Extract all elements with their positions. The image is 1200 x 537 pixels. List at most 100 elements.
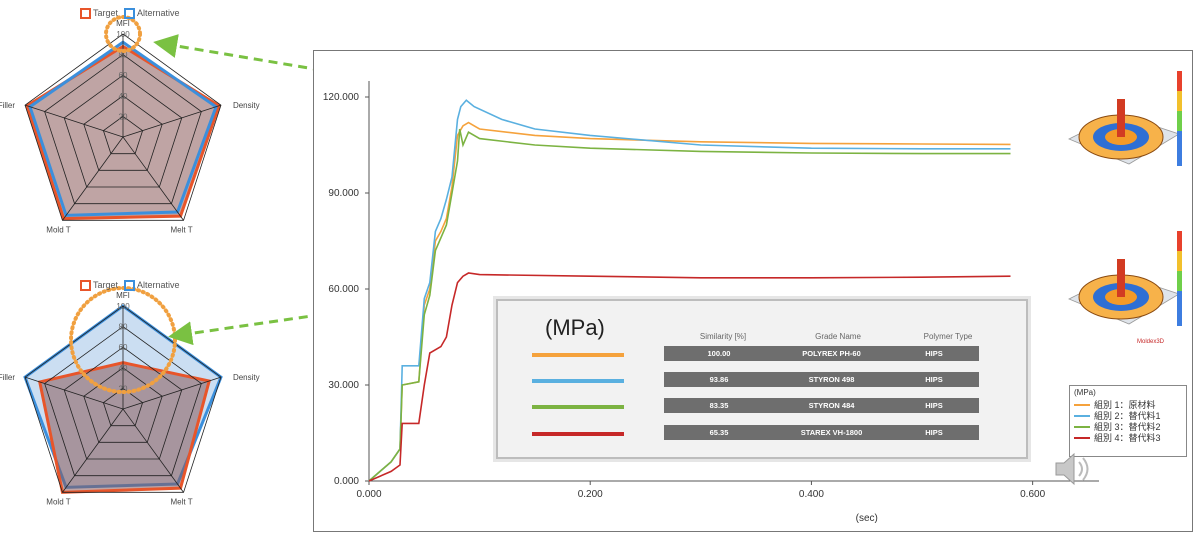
x-tick-label: 0.000 (356, 489, 381, 500)
similarity-cell: 100.00 (664, 346, 774, 361)
grid-spoke (122, 104, 222, 138)
grade-cell: STYRON 484 (774, 398, 889, 413)
axis-label: Density (233, 101, 260, 110)
legend-item: 組別 1：原材料 (1074, 399, 1182, 410)
row-color-line (532, 432, 624, 436)
ring-label: 80 (119, 323, 128, 332)
series-line (368, 272, 1011, 482)
simulation-image-bottom: Moldex3D (1068, 231, 1182, 345)
stress-chart-panel: 0.000 30.000 60.000 90.000 120.000 0.000 0.200… (313, 50, 1193, 532)
target-swatch-icon (80, 280, 91, 292)
grid-ring (44, 54, 202, 205)
grid-spoke (122, 136, 184, 221)
x-tick-label: 0.400 (799, 489, 824, 500)
grid-spoke (122, 376, 222, 410)
ring-label: 80 (119, 51, 128, 60)
y-tick-label: 30.000 (328, 380, 359, 391)
grid-spoke (62, 408, 124, 493)
legend-item: 組別 2：替代料1 (1074, 410, 1182, 421)
ring-label: 20 (119, 112, 128, 121)
line-swatch-icon (1074, 414, 1090, 417)
ring-label: 60 (119, 343, 128, 352)
speaker-icon[interactable] (1052, 450, 1094, 488)
legend-item: 組別 4：替代料3 (1074, 432, 1182, 443)
radar-chart-top: Target Alternative 20 40 60 80 100 MFI Density… (0, 0, 290, 260)
grid-ring (102, 115, 144, 155)
line-swatch-icon (1074, 436, 1090, 439)
mfi-callout-circle (104, 15, 142, 53)
target-swatch-icon (80, 8, 91, 20)
legend-target: Target (80, 280, 118, 292)
grid-ring (63, 74, 183, 188)
axis-label: Mold T (46, 225, 70, 234)
grade-cell: STAREX VH-1800 (774, 425, 889, 440)
y-tick-label: 0.000 (334, 476, 359, 487)
similarity-cell: 83.35 (664, 398, 774, 413)
grid-ring (102, 387, 144, 427)
grade-cell: STYRON 498 (774, 372, 889, 387)
header-similarity: Similarity [%] (699, 332, 747, 341)
alternative-swatch-icon (124, 8, 136, 20)
axis-label: MFI (116, 19, 130, 28)
legend-alternative: Alternative (124, 280, 180, 292)
polymer-cell: HIPS (889, 398, 979, 413)
axis-label: Melt T (171, 497, 193, 506)
polymer-cell: HIPS (889, 425, 979, 440)
stress-line-chart: 0.000 30.000 60.000 90.000 120.000 0.000 0.200… (323, 81, 1099, 524)
y-tick-label: 60.000 (328, 284, 359, 295)
polymer-cell: HIPS (889, 372, 979, 387)
ring-label: 40 (119, 364, 128, 373)
grade-cell: POLYREX PH-60 (774, 346, 889, 361)
legend-title: (MPa) (1074, 388, 1096, 397)
radar-legend: Target Alternative (80, 280, 180, 292)
axis-label: Density (233, 373, 260, 382)
grade-table: (MPa) Similarity [%] Grade Name Polymer … (496, 299, 1028, 459)
row-color-line (532, 405, 624, 409)
row-color-line (532, 379, 624, 383)
alternative-swatch-icon (124, 280, 136, 292)
radar-chart-bottom: Target Alternative 20 40 60 80 100 MFI Density… (0, 272, 290, 532)
ring-label: 100 (116, 302, 130, 311)
header-polymer-type: Polymer Type (923, 332, 973, 341)
line-swatch-icon (1074, 425, 1090, 428)
brand-label: Moldex3D (1137, 339, 1165, 345)
series-line (368, 128, 1011, 482)
grid-spoke (24, 104, 124, 138)
x-axis-label: (sec) (856, 513, 878, 524)
grid-ring (83, 367, 163, 443)
axis-label: Filler (0, 101, 15, 110)
ring-label: 60 (119, 71, 128, 80)
line-swatch-icon (1074, 403, 1090, 406)
grid-spoke (62, 136, 124, 221)
series-line (368, 99, 1011, 482)
legend-target: Target (80, 8, 118, 20)
legend-alternative: Alternative (124, 8, 180, 20)
header-grade-name: Grade Name (815, 332, 861, 341)
axis-label: MFI (116, 291, 130, 300)
similarity-cell: 93.86 (664, 372, 774, 387)
radar-legend: Target Alternative (80, 8, 180, 20)
legend-item: 組別 3：替代料2 (1074, 421, 1182, 432)
radar-plot: 20 40 60 80 100 MFI Density Melt T Mold T Filler (0, 286, 260, 506)
grid-ring (44, 326, 202, 477)
x-tick-label: 0.200 (578, 489, 603, 500)
ring-label: 40 (119, 92, 128, 101)
simulation-image-top (1068, 71, 1182, 166)
table-unit: (MPa) (545, 315, 605, 340)
grid-ring (63, 346, 183, 460)
ring-label: 20 (119, 384, 128, 393)
radar-plot: 20 40 60 80 100 MFI Density Melt T Mold T Filler (0, 15, 260, 234)
axis-label: Mold T (46, 497, 70, 506)
grid-spoke (24, 376, 124, 410)
grid-ring (83, 95, 163, 171)
y-tick-label: 120.000 (323, 92, 360, 103)
grid-spoke (122, 408, 184, 493)
y-tick-label: 90.000 (328, 188, 359, 199)
axis-label: Filler (0, 373, 15, 382)
ring-label: 100 (116, 30, 130, 39)
polymer-cell: HIPS (889, 346, 979, 361)
row-color-line (532, 353, 624, 357)
axis-label: Melt T (171, 225, 193, 234)
series-target (37, 361, 212, 494)
grid-ring (24, 305, 222, 493)
